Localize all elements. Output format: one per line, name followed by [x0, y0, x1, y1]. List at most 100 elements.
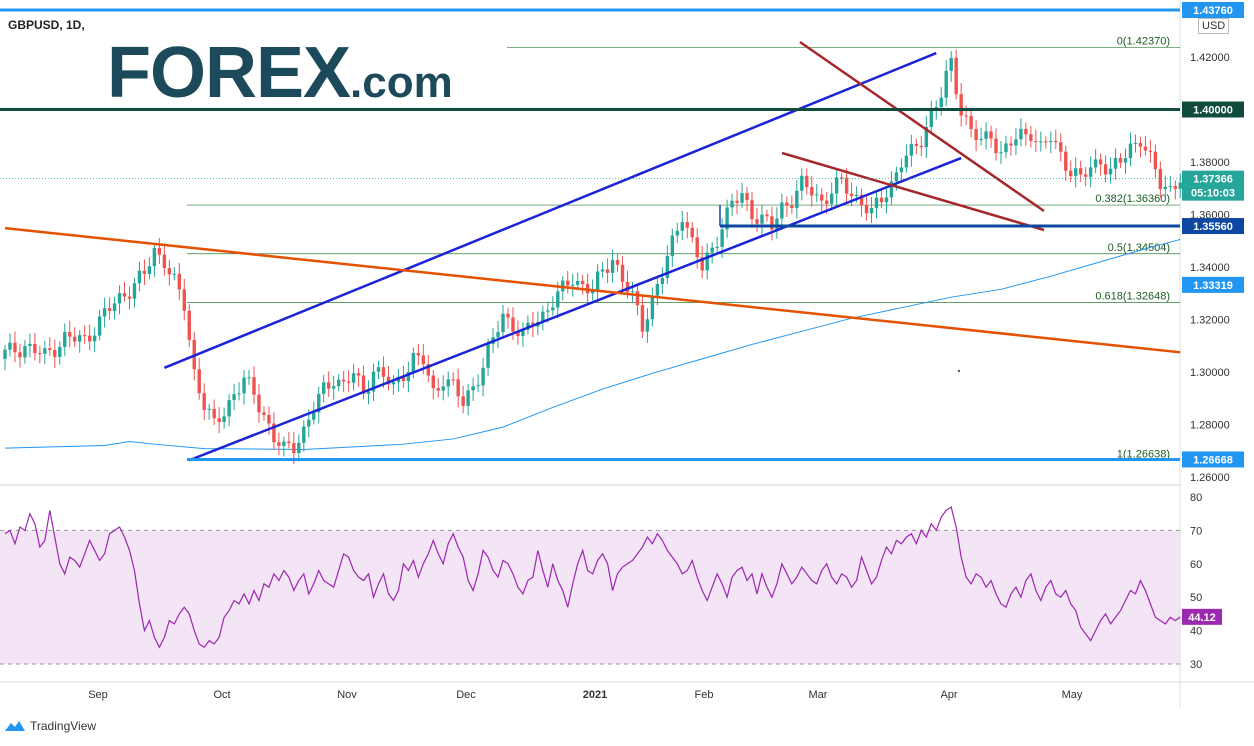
candle-body — [376, 367, 381, 372]
candle-body — [287, 441, 291, 444]
candle-body — [391, 381, 396, 385]
candle-body — [705, 252, 709, 271]
candle-body — [212, 408, 216, 419]
candle-body — [989, 131, 993, 139]
candle-body — [1083, 174, 1088, 177]
candle-body — [1173, 186, 1177, 189]
candle-body — [625, 281, 630, 292]
candle-body — [1044, 141, 1048, 143]
candle-body — [825, 200, 829, 204]
candle-body — [431, 375, 435, 389]
currency-label[interactable]: USD — [1198, 18, 1230, 34]
horizontal-levels[interactable] — [0, 108, 1180, 461]
candle-body — [1004, 143, 1008, 153]
rsi-tag-value: 44.12 — [1188, 612, 1216, 624]
candle-body — [1069, 170, 1073, 176]
candle-body — [999, 152, 1003, 154]
channel-upper-line — [163, 51, 937, 369]
candle-body — [854, 194, 859, 197]
candle-body — [112, 303, 117, 312]
price-tick-label: 1.38000 — [1190, 157, 1230, 169]
candle-body — [919, 145, 924, 148]
candle-body — [1054, 140, 1058, 143]
candle-body — [471, 386, 475, 391]
candle-body — [834, 177, 839, 194]
rsi-axis[interactable]: 80 70 60 50 40 30 — [1190, 492, 1202, 671]
candle-body — [1009, 143, 1013, 146]
candle-body — [610, 260, 615, 273]
candle-body — [884, 197, 889, 203]
candle-body — [974, 129, 978, 141]
candle-body — [580, 280, 585, 284]
symbol-title: GBPUSD, 1D, — [8, 18, 85, 32]
candle-body — [730, 200, 734, 208]
candle-body — [1143, 146, 1148, 151]
candle-body — [73, 336, 77, 342]
candle-body — [984, 131, 988, 139]
candle-body — [914, 144, 919, 146]
time-tick-label: Nov — [337, 689, 357, 701]
candle-body — [317, 393, 321, 413]
candle-body — [635, 291, 640, 306]
candle-body — [177, 273, 181, 290]
candle-body — [1153, 151, 1158, 170]
candle-body — [267, 414, 271, 424]
candle-body — [486, 343, 490, 368]
price-tag-ma-bg — [1182, 276, 1244, 293]
candle-body — [810, 187, 814, 196]
candle-body — [765, 214, 769, 217]
candle-body — [605, 269, 610, 273]
candle-body — [954, 57, 958, 95]
rsi-band — [0, 530, 1180, 664]
candle-body — [934, 107, 938, 109]
candle-body — [18, 352, 22, 358]
candle-body — [481, 367, 485, 386]
candle-body — [48, 348, 52, 351]
time-tick-label: Sep — [88, 689, 108, 701]
candle-body — [1074, 168, 1078, 176]
candle-body — [1128, 143, 1133, 159]
candle-body — [232, 394, 236, 401]
candle-body — [132, 283, 137, 299]
candle-body — [1118, 157, 1123, 163]
candle-body — [571, 284, 575, 286]
candle-body — [202, 393, 206, 410]
candle-body — [401, 376, 406, 381]
candle-body — [994, 138, 998, 154]
orange-downtrend-line — [4, 226, 1181, 354]
candle-body — [745, 193, 749, 201]
candle-body — [336, 379, 341, 387]
candle-body — [122, 293, 127, 297]
time-axis[interactable]: Sep Oct Nov Dec 2021 Feb Mar Apr May — [88, 689, 1083, 701]
candle-body — [590, 290, 595, 294]
candle-body — [526, 322, 530, 330]
candle-body — [172, 273, 177, 275]
candle-body — [680, 222, 684, 231]
tradingview-brand[interactable]: TradingView — [4, 719, 96, 733]
price-tick-label: 1.34000 — [1190, 262, 1230, 274]
candle-body — [97, 316, 102, 336]
trendlines[interactable] — [4, 40, 1181, 462]
candle-body — [441, 386, 445, 391]
candle-body — [675, 230, 679, 236]
candle-body — [949, 57, 953, 71]
candle-body — [78, 335, 82, 342]
time-tick-label: Oct — [213, 689, 230, 701]
forex-logo: FOREX.com — [107, 32, 453, 114]
candle-body — [516, 331, 520, 337]
candle-body — [894, 172, 899, 182]
candle-body — [1088, 167, 1093, 177]
candle-body — [187, 310, 191, 340]
candle-body — [874, 197, 879, 208]
candle-body — [182, 289, 186, 311]
price-tick-label: 1.30000 — [1190, 367, 1230, 379]
candle-body — [615, 260, 620, 265]
candle-body — [909, 144, 914, 156]
candle-body — [939, 97, 943, 108]
price-tag-top-bg — [1182, 2, 1244, 18]
candle-body — [1163, 186, 1168, 190]
candle-body — [386, 376, 391, 385]
price-tag-1.26668-bg — [1182, 451, 1244, 468]
rsi-indicator — [4, 506, 1181, 649]
